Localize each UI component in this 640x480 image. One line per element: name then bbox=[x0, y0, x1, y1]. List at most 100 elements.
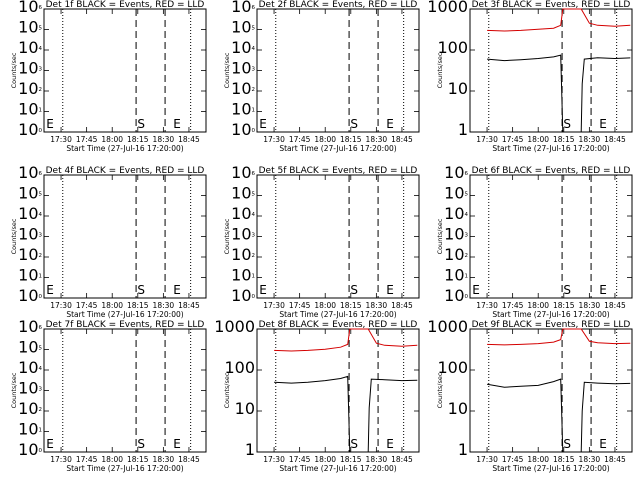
x-tick-label: 18:00 bbox=[101, 135, 123, 144]
y-tick-label: 102 bbox=[18, 245, 42, 264]
y-axis-label: Counts/sec bbox=[436, 372, 444, 408]
x-axis-label: Start Time (27-Jul-16 17:20:00) bbox=[279, 144, 396, 153]
panel-title: Det 7f BLACK = Events, RED = LLD bbox=[46, 320, 205, 330]
y-tick-label: 106 bbox=[18, 163, 42, 182]
panel-title: Det 9f BLACK = Events, RED = LLD bbox=[472, 320, 631, 330]
x-tick-label: 18:30 bbox=[579, 301, 601, 310]
plot-frame bbox=[43, 8, 207, 133]
y-tick-label: 100 bbox=[437, 358, 468, 377]
y-tick-label: 100 bbox=[231, 286, 255, 305]
y-tick-label: 100 bbox=[224, 358, 255, 377]
y-tick-label: 101 bbox=[18, 100, 42, 119]
x-tick-label: 18:15 bbox=[127, 455, 149, 464]
y-tick-label: 101 bbox=[18, 266, 42, 285]
x-axis-label: Start Time (27-Jul-16 17:20:00) bbox=[492, 464, 609, 473]
plot-frame bbox=[469, 8, 633, 133]
x-tick-label: 17:30 bbox=[263, 301, 285, 310]
event-marker-label: E bbox=[173, 437, 181, 451]
x-tick-label: 18:00 bbox=[314, 455, 336, 464]
event-marker-label: E bbox=[259, 283, 267, 297]
x-tick-label: 18:30 bbox=[153, 301, 175, 310]
x-tick-label: 18:30 bbox=[366, 135, 388, 144]
x-tick-label: 18:45 bbox=[391, 455, 413, 464]
y-tick-label: 102 bbox=[444, 245, 468, 264]
x-tick-label: 18:15 bbox=[553, 301, 575, 310]
y-tick-label: 104 bbox=[18, 204, 42, 223]
y-tick-label: 104 bbox=[18, 38, 42, 57]
y-axis-label: Counts/sec bbox=[436, 52, 444, 88]
y-tick-label: 104 bbox=[444, 204, 468, 223]
event-marker-label: E bbox=[599, 437, 607, 451]
x-tick-label: 18:15 bbox=[553, 135, 575, 144]
x-tick-label: 17:45 bbox=[289, 301, 311, 310]
y-tick-label: 103 bbox=[231, 59, 255, 78]
event-marker-label: S bbox=[563, 437, 571, 451]
y-tick-label: 106 bbox=[18, 317, 42, 336]
x-tick-label: 18:30 bbox=[153, 455, 175, 464]
x-axis-label: Start Time (27-Jul-16 17:20:00) bbox=[279, 310, 396, 319]
y-tick-label: 10 bbox=[448, 399, 468, 418]
event-marker-label: S bbox=[350, 117, 358, 131]
x-tick-label: 17:45 bbox=[289, 455, 311, 464]
plot-frame bbox=[256, 174, 420, 299]
y-tick-label: 105 bbox=[231, 184, 255, 203]
x-tick-label: 18:45 bbox=[604, 455, 626, 464]
y-tick-label: 102 bbox=[18, 399, 42, 418]
y-tick-label: 106 bbox=[231, 0, 255, 16]
x-tick-label: 17:45 bbox=[76, 301, 98, 310]
y-tick-label: 101 bbox=[18, 420, 42, 439]
panel-title: Det 6f BLACK = Events, RED = LLD bbox=[472, 166, 631, 176]
event-marker-label: E bbox=[46, 283, 54, 297]
event-marker-label: E bbox=[173, 283, 181, 297]
x-tick-label: 18:30 bbox=[153, 135, 175, 144]
y-tick-label: 100 bbox=[18, 440, 42, 459]
x-tick-label: 17:45 bbox=[502, 455, 524, 464]
x-tick-label: 18:15 bbox=[340, 135, 362, 144]
y-axis-label: Counts/sec bbox=[10, 372, 18, 408]
plot-frame bbox=[43, 174, 207, 299]
y-tick-label: 102 bbox=[18, 79, 42, 98]
y-tick-label: 1000 bbox=[214, 317, 255, 336]
x-tick-label: 18:15 bbox=[340, 301, 362, 310]
events-series-line bbox=[487, 54, 631, 133]
event-marker-label: E bbox=[46, 117, 54, 131]
event-marker-label: E bbox=[259, 117, 267, 131]
y-tick-label: 103 bbox=[231, 225, 255, 244]
x-tick-label: 18:00 bbox=[527, 301, 549, 310]
x-tick-label: 18:45 bbox=[178, 301, 200, 310]
x-tick-label: 18:00 bbox=[527, 135, 549, 144]
y-tick-label: 105 bbox=[18, 338, 42, 357]
x-tick-label: 18:30 bbox=[366, 455, 388, 464]
panel-title: Det 1f BLACK = Events, RED = LLD bbox=[46, 0, 205, 10]
plot-frame bbox=[469, 174, 633, 299]
y-tick-label: 100 bbox=[18, 286, 42, 305]
lld-series-line bbox=[274, 328, 418, 352]
y-tick-label: 106 bbox=[444, 163, 468, 182]
detector-panel-8: Det 8f BLACK = Events, RED = LLD 1 10 100 10… bbox=[214, 317, 420, 473]
x-tick-label: 18:30 bbox=[579, 455, 601, 464]
x-tick-label: 18:00 bbox=[314, 301, 336, 310]
event-marker-label: E bbox=[386, 117, 394, 131]
x-tick-label: 17:45 bbox=[502, 301, 524, 310]
event-marker-label: E bbox=[599, 117, 607, 131]
y-tick-label: 106 bbox=[18, 0, 42, 16]
panel-title: Det 4f BLACK = Events, RED = LLD bbox=[46, 166, 205, 176]
x-tick-label: 17:45 bbox=[76, 455, 98, 464]
event-marker-label: E bbox=[173, 117, 181, 131]
y-tick-label: 103 bbox=[444, 225, 468, 244]
x-tick-label: 18:15 bbox=[127, 135, 149, 144]
x-tick-label: 17:45 bbox=[289, 135, 311, 144]
x-axis-label: Start Time (27-Jul-16 17:20:00) bbox=[279, 464, 396, 473]
event-marker-label: S bbox=[563, 117, 571, 131]
x-tick-label: 17:30 bbox=[263, 135, 285, 144]
y-tick-label: 103 bbox=[18, 59, 42, 78]
event-marker-label: E bbox=[46, 437, 54, 451]
x-tick-label: 18:00 bbox=[527, 455, 549, 464]
x-tick-label: 17:30 bbox=[476, 301, 498, 310]
x-tick-label: 18:45 bbox=[178, 455, 200, 464]
x-tick-label: 17:30 bbox=[476, 455, 498, 464]
